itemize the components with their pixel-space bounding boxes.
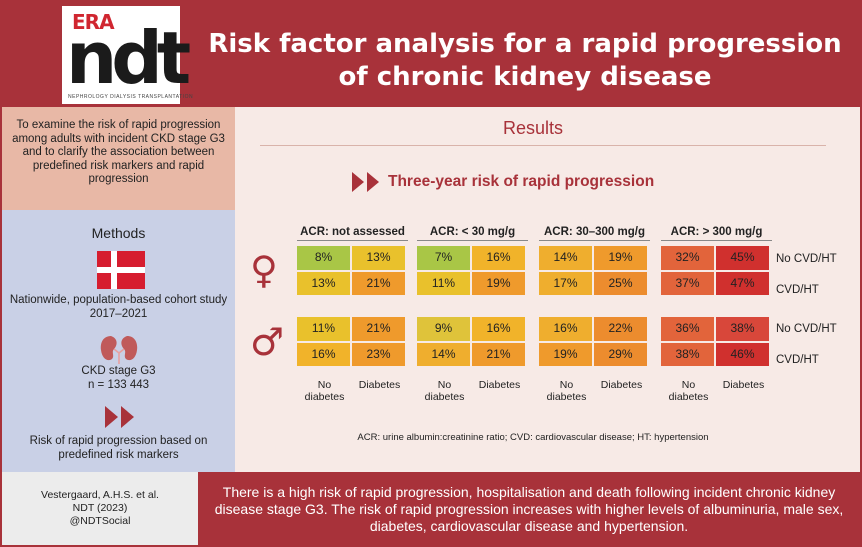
col-label-diabetes: Diabetes xyxy=(358,379,401,391)
risk-cell: 47% xyxy=(716,271,769,295)
methods-title: Methods xyxy=(91,225,146,241)
risk-cell: 19% xyxy=(594,246,647,270)
risk-cell: 11% xyxy=(417,271,470,295)
acr-group-underline xyxy=(297,240,408,241)
double-arrow-icon xyxy=(352,172,379,192)
male-icon: ♂ xyxy=(250,320,285,364)
ndt-logo-text: ndt xyxy=(66,16,191,100)
risk-cell: 32% xyxy=(661,246,714,270)
results-title: Results xyxy=(502,118,564,138)
aim-text: To examine the risk of rapid progression… xyxy=(12,119,225,185)
risk-cell: 38% xyxy=(661,342,714,366)
risk-cell: 45% xyxy=(716,246,769,270)
risk-cell: 14% xyxy=(539,246,592,270)
risk-cell: 38% xyxy=(716,317,769,341)
risk-cell: 14% xyxy=(417,342,470,366)
risk-cell: 19% xyxy=(539,342,592,366)
col-label-no-diabetes: No diabetes xyxy=(424,379,465,403)
risk-cell: 37% xyxy=(661,271,714,295)
methods-n: n = 133 443 xyxy=(87,379,150,391)
col-label-no-diabetes: No diabetes xyxy=(304,379,345,403)
risk-cell: 21% xyxy=(352,271,405,295)
results-divider xyxy=(260,145,826,146)
title-line-1: Risk factor analysis for a rapid progres… xyxy=(208,29,842,59)
citation-text: Vestergaard, A.H.S. et al. NDT (2023) @N… xyxy=(2,489,198,528)
abbreviation-footnote: ACR: urine albumin:creatinine ratio; CVD… xyxy=(357,432,709,443)
methods-ckd-stage: CKD stage G3 xyxy=(81,365,156,377)
risk-cell: 46% xyxy=(716,342,769,366)
risk-cell: 8% xyxy=(297,246,350,270)
acr-group-label: ACR: 30–300 mg/g xyxy=(544,226,645,238)
results-subtitle: Three-year risk of rapid progression xyxy=(388,173,655,190)
risk-cell: 11% xyxy=(297,317,350,341)
female-icon: ♀ xyxy=(250,248,278,292)
col-label-no-diabetes: No diabetes xyxy=(546,379,587,403)
row-label-female-cvd: CVD/HT xyxy=(776,284,819,296)
acr-group-label: ACR: < 30 mg/g xyxy=(429,226,516,238)
acr-group-underline xyxy=(661,240,772,241)
risk-cell: 7% xyxy=(417,246,470,270)
aim-panel: To examine the risk of rapid progression… xyxy=(2,107,235,210)
title-line-2: of chronic kidney disease xyxy=(338,62,712,92)
risk-cell: 21% xyxy=(472,342,525,366)
conclusion-text: There is a high risk of rapid progressio… xyxy=(214,484,844,534)
citation-handle[interactable]: @NDTSocial xyxy=(69,515,131,527)
double-arrow-icon xyxy=(105,406,134,428)
row-label-male-no-cvd: No CVD/HT xyxy=(776,323,837,335)
risk-cell: 16% xyxy=(539,317,592,341)
acr-group-underline xyxy=(417,240,528,241)
citation-authors: Vestergaard, A.H.S. et al. xyxy=(41,489,159,501)
col-label-diabetes: Diabetes xyxy=(722,379,765,391)
risk-cell: 21% xyxy=(352,317,405,341)
acr-group-label: ACR: > 300 mg/g xyxy=(670,226,763,238)
kidney-icon xyxy=(100,336,138,364)
risk-cell: 9% xyxy=(417,317,470,341)
risk-cell: 17% xyxy=(539,271,592,295)
acr-group-underline xyxy=(539,240,650,241)
page-title: Risk factor analysis for a rapid progres… xyxy=(205,28,845,94)
citation-journal: NDT (2023) xyxy=(72,502,128,514)
risk-cell: 22% xyxy=(594,317,647,341)
risk-cell: 25% xyxy=(594,271,647,295)
methods-outcome: Risk of rapid progression based on prede… xyxy=(29,435,208,461)
risk-cell: 36% xyxy=(661,317,714,341)
col-label-no-diabetes: No diabetes xyxy=(668,379,709,403)
risk-cell: 13% xyxy=(297,271,350,295)
risk-cell: 16% xyxy=(472,317,525,341)
row-label-male-cvd: CVD/HT xyxy=(776,354,819,366)
era-logo-text: ERA xyxy=(72,10,115,34)
ndt-logo: ERA ndt NEPHROLOGY DIALYSIS TRANSPLANTAT… xyxy=(62,6,193,104)
row-label-female-no-cvd: No CVD/HT xyxy=(776,253,837,265)
col-label-diabetes: Diabetes xyxy=(600,379,643,391)
logo-subtitle: NEPHROLOGY DIALYSIS TRANSPLANTATION xyxy=(68,94,194,100)
risk-cell: 13% xyxy=(352,246,405,270)
methods-cohort: Nationwide, population-based cohort stud… xyxy=(9,294,228,320)
risk-cell: 23% xyxy=(352,342,405,366)
acr-group-label: ACR: not assessed xyxy=(300,226,405,238)
risk-cell: 16% xyxy=(297,342,350,366)
col-label-diabetes: Diabetes xyxy=(478,379,521,391)
citation-box: Vestergaard, A.H.S. et al. NDT (2023) @N… xyxy=(2,472,198,545)
methods-panel: Methods Nationwide, population-based coh… xyxy=(2,210,235,472)
risk-cell: 19% xyxy=(472,271,525,295)
risk-cell: 16% xyxy=(472,246,525,270)
denmark-flag-icon xyxy=(97,251,145,289)
risk-cell: 29% xyxy=(594,342,647,366)
